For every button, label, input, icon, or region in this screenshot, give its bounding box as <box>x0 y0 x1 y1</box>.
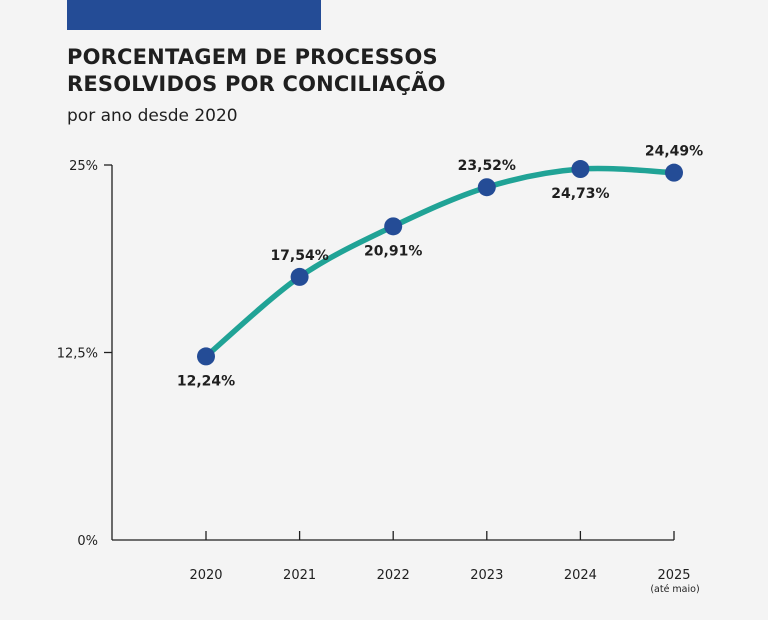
x-tick-label: 2025 <box>657 568 690 583</box>
data-point-marker <box>197 347 215 366</box>
x-tick-label: 2023 <box>470 568 503 583</box>
chart-title-line1: PORCENTAGEM DE PROCESSOS <box>67 45 438 69</box>
data-point-marker <box>290 267 309 286</box>
data-label: 24,73% <box>551 186 609 202</box>
y-tick-label: 0% <box>77 534 98 549</box>
data-point-marker <box>571 160 590 179</box>
chart-series <box>197 160 683 366</box>
x-tick-note: (até maio) <box>650 584 699 595</box>
chart-axes: 0% 12,5% 25% 2020 2021 2022 2023 2024 2025(até m… <box>57 159 700 595</box>
chart-title: PORCENTAGEM DE PROCESSOS RESOLVIDOS POR … <box>67 44 667 98</box>
data-point-marker <box>665 163 683 182</box>
header-accent-bar <box>67 0 321 30</box>
chart-title-line2: RESOLVIDOS POR CONCILIAÇÃO <box>67 72 446 96</box>
data-label: 23,52% <box>458 158 516 174</box>
data-label: 20,91% <box>364 243 422 259</box>
data-point-marker <box>384 217 403 236</box>
x-tick-label: 2024 <box>564 568 597 583</box>
x-tick-label: 2021 <box>283 568 316 583</box>
data-label: 12,24% <box>177 373 235 389</box>
chart-labels: 12,24% 17,54% 20,91% 23,52% 24,73% 24,49% <box>177 144 703 390</box>
data-point-marker <box>477 178 496 197</box>
data-label: 17,54% <box>270 248 328 264</box>
x-tick-label: 2022 <box>377 568 410 583</box>
y-tick-label: 25% <box>69 159 98 174</box>
y-tick-label: 12,5% <box>57 347 98 362</box>
chart-subtitle: por ano desde 2020 <box>67 106 238 126</box>
data-label: 24,49% <box>645 144 703 160</box>
x-tick-label: 2020 <box>189 568 222 583</box>
